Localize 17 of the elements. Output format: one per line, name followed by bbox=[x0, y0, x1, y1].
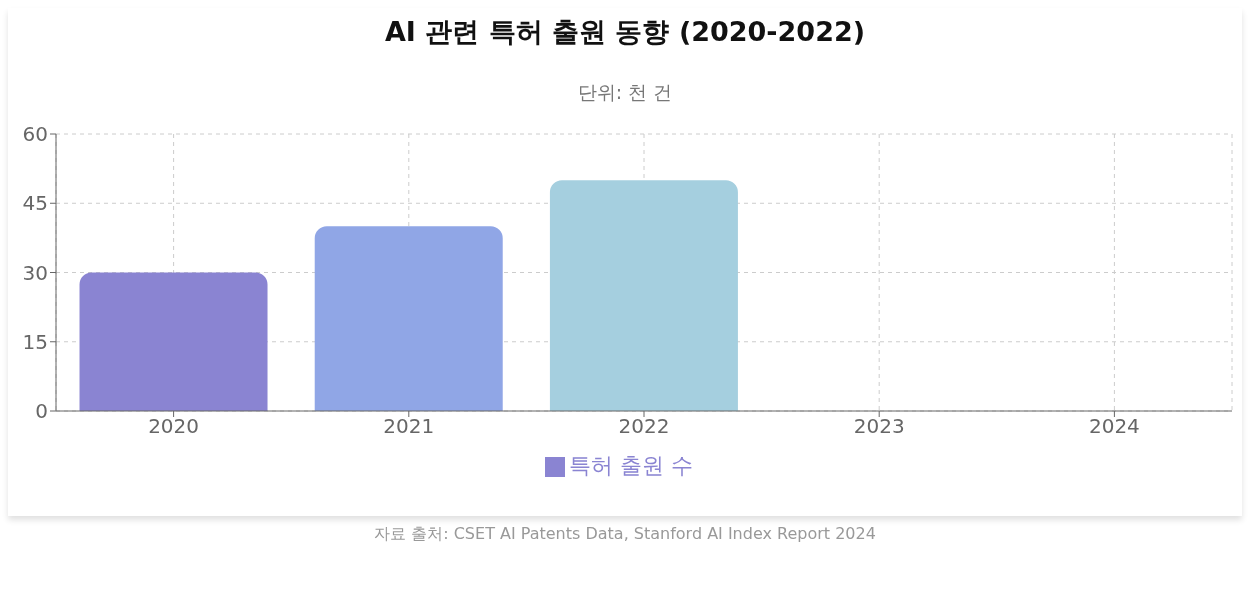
legend-label: 특허 출원 수 bbox=[569, 453, 693, 478]
y-tick-label: 60 bbox=[22, 122, 48, 147]
y-tick-label: 15 bbox=[22, 329, 48, 354]
y-tick-label: 45 bbox=[22, 191, 48, 216]
x-tick-label: 2022 bbox=[618, 414, 670, 439]
x-tick-label: 2020 bbox=[148, 414, 200, 439]
y-tick-label: 30 bbox=[22, 260, 48, 285]
chart-title: AI 관련 특허 출원 동향 (2020-2022) bbox=[383, 15, 867, 49]
x-tick-label: 2024 bbox=[1088, 414, 1140, 439]
text: 자료 출처: CSET AI Patents Data, Stanford AI Index Report 2024 bbox=[373, 524, 877, 545]
x-tick-label: 2021 bbox=[383, 414, 435, 439]
x-tick-label: 2023 bbox=[853, 414, 905, 439]
bar bbox=[79, 272, 268, 411]
chart-subtitle: 단위: 천 건 bbox=[576, 80, 674, 105]
bar bbox=[549, 180, 738, 411]
bar bbox=[314, 226, 503, 411]
y-tick-label: 0 bbox=[35, 399, 48, 424]
